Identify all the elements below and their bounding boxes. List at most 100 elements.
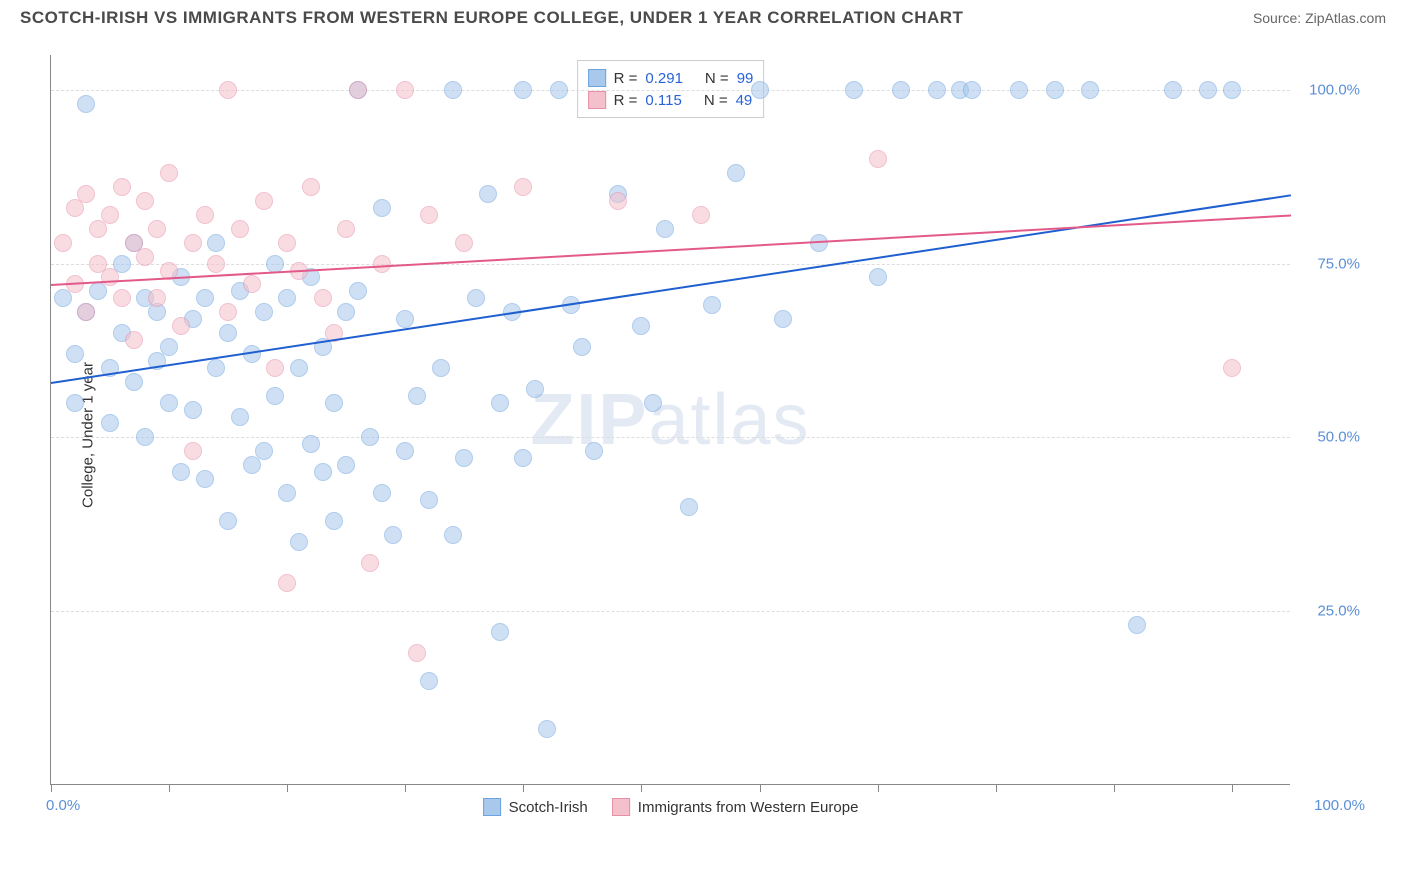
scatter-point [1010,81,1028,99]
scatter-point [337,220,355,238]
gridline-h [51,611,1290,612]
source-name: ZipAtlas.com [1305,10,1386,26]
scatter-point [1164,81,1182,99]
scatter-point [479,185,497,203]
xtick [169,784,170,792]
scatter-point [136,248,154,266]
scatter-point [349,282,367,300]
n-label-2: N = [704,92,728,109]
scatter-point [231,408,249,426]
scatter-point [184,234,202,252]
scatter-point [656,220,674,238]
scatter-point [196,289,214,307]
scatter-point [491,394,509,412]
scatter-point [963,81,981,99]
scatter-point [420,206,438,224]
scatter-point [514,81,532,99]
scatter-point [219,81,237,99]
scatter-point [774,310,792,328]
scatter-point [644,394,662,412]
scatter-point [314,289,332,307]
n-value-2: 49 [736,92,753,109]
legend-stats-row-1: R = 0.291 N = 99 [588,67,754,89]
scatter-point [231,220,249,238]
scatter-point [172,463,190,481]
scatter-point [266,255,284,273]
scatter-point [703,296,721,314]
legend-stats-row-2: R = 0.115 N = 49 [588,89,754,111]
legend-swatch-1 [588,69,606,87]
scatter-point [1223,81,1241,99]
scatter-point [444,81,462,99]
chart-source: Source: ZipAtlas.com [1253,10,1386,26]
scatter-point [585,442,603,460]
ytick-label: 50.0% [1317,429,1360,446]
xtick [405,784,406,792]
scatter-point [77,303,95,321]
scatter-point [207,359,225,377]
scatter-point [538,720,556,738]
scatter-point [266,387,284,405]
scatter-point [172,317,190,335]
n-value-1: 99 [737,70,754,87]
legend-swatch-bottom-2 [612,798,630,816]
source-label: Source: [1253,10,1305,26]
scatter-point [396,442,414,460]
scatter-point [432,359,450,377]
scatter-point [1046,81,1064,99]
scatter-point [255,192,273,210]
scatter-point [514,449,532,467]
xtick [1232,784,1233,792]
legend-swatch-2 [588,91,606,109]
scatter-point [349,81,367,99]
xtick [51,784,52,792]
scatter-point [160,164,178,182]
plot-area: ZIPatlas R = 0.291 N = 99 R = 0.115 N = … [50,55,1290,785]
scatter-point [396,310,414,328]
scatter-point [314,463,332,481]
scatter-point [101,414,119,432]
scatter-point [420,491,438,509]
scatter-point [892,81,910,99]
x-axis-label-right: 100.0% [1314,797,1365,814]
scatter-point [255,303,273,321]
r-label-1: R = [614,70,638,87]
scatter-point [632,317,650,335]
scatter-point [869,150,887,168]
scatter-point [196,206,214,224]
scatter-point [325,512,343,530]
scatter-point [302,178,320,196]
r-label-2: R = [614,92,638,109]
gridline-h [51,437,1290,438]
scatter-point [148,220,166,238]
scatter-point [337,456,355,474]
scatter-point [255,442,273,460]
ytick-label: 25.0% [1317,603,1360,620]
scatter-point [184,442,202,460]
scatter-point [573,338,591,356]
ytick-label: 75.0% [1317,255,1360,272]
scatter-point [160,394,178,412]
scatter-point [845,81,863,99]
scatter-point [196,470,214,488]
scatter-point [373,484,391,502]
scatter-point [408,644,426,662]
xtick [641,784,642,792]
scatter-point [243,275,261,293]
plot-container: College, Under 1 year ZIPatlas R = 0.291… [50,55,1380,815]
scatter-point [125,331,143,349]
scatter-point [113,178,131,196]
n-label-1: N = [705,70,729,87]
scatter-point [77,95,95,113]
r-value-2: 0.115 [645,92,681,109]
scatter-point [219,324,237,342]
scatter-point [444,526,462,544]
scatter-point [113,289,131,307]
scatter-point [136,192,154,210]
scatter-point [66,394,84,412]
scatter-point [290,533,308,551]
scatter-point [361,554,379,572]
scatter-point [136,428,154,446]
scatter-point [207,255,225,273]
scatter-point [751,81,769,99]
